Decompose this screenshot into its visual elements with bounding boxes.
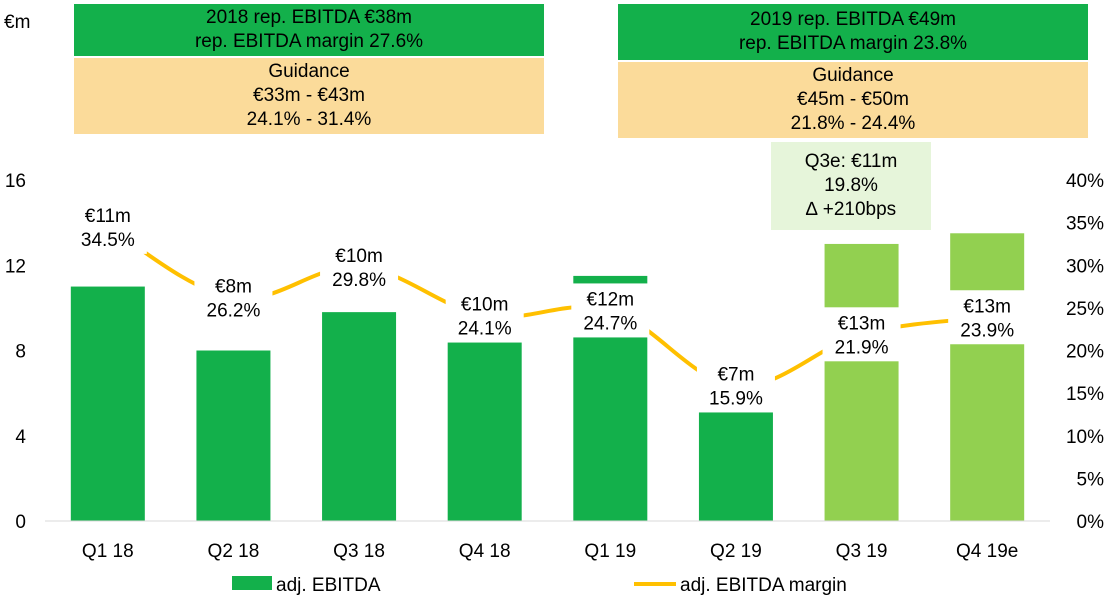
guidance-2018-box: Guidance €33m - €43m 24.1% - 31.4% (74, 58, 544, 134)
bar-q4-19e (950, 233, 1025, 521)
legend-bar-label: adj. EBITDA (276, 575, 381, 596)
category-label: Q3 19 (836, 541, 888, 562)
rep-margin-2019-line: rep. EBITDA margin 23.8% (738, 33, 968, 54)
right-axis-tick-label: 0% (1077, 512, 1105, 533)
margin-value-label: 15.9% (709, 388, 763, 409)
legend-line-label: adj. EBITDA margin (680, 575, 847, 596)
margin-value-label: 21.9% (835, 337, 889, 358)
guidance-2018-margin: 24.1% - 31.4% (246, 109, 372, 130)
q3e-delta-line: ∆ +210bps (805, 199, 897, 220)
bar-value-label: €13m (963, 296, 1011, 317)
unit-label: €m (4, 12, 31, 33)
margin-value-label: 26.2% (207, 301, 261, 322)
right-axis-tick-label: 35% (1066, 214, 1104, 235)
rep-ebitda-2018-box: 2018 rep. EBITDA €38m rep. EBITDA margin… (74, 4, 544, 56)
margin-value-label: 24.1% (458, 319, 512, 340)
category-label: Q3 18 (333, 541, 385, 562)
left-axis-tick-label: 16 (5, 171, 26, 192)
guidance-2019-title: Guidance (812, 65, 894, 86)
right-axis-tick-label: 20% (1066, 342, 1104, 363)
q3e-margin-line: 19.8% (824, 175, 878, 196)
category-label: Q1 19 (584, 541, 636, 562)
data-label-box (68, 199, 147, 254)
right-axis-tick-label: 5% (1077, 469, 1105, 490)
bar-value-label: €10m (461, 295, 509, 316)
category-label: Q2 19 (710, 541, 762, 562)
q3e-ebitda-line: Q3e: €11m (804, 151, 898, 172)
guidance-2019-margin: 21.8% - 24.4% (790, 113, 916, 134)
margin-value-label: 23.9% (960, 320, 1014, 341)
bar-q2-18 (196, 350, 271, 521)
right-axis-tick-label: 30% (1066, 256, 1104, 277)
margin-value-label: 29.8% (332, 270, 386, 291)
data-label-box (320, 239, 399, 294)
right-axis-tick-label: 15% (1066, 384, 1104, 405)
category-label: Q4 18 (459, 541, 511, 562)
guidance-2018-range: €33m - €43m (253, 85, 365, 106)
bar-value-label: €12m (587, 289, 635, 310)
guidance-2018-title: Guidance (268, 61, 350, 82)
bar-q3-18 (322, 312, 397, 521)
data-label-box (571, 283, 650, 338)
data-label-box (948, 290, 1027, 345)
guidance-2019-range: €45m - €50m (797, 89, 909, 110)
bar-value-label: €11m (85, 206, 131, 227)
left-axis-tick-label: 12 (5, 256, 26, 277)
bar-q3-19 (824, 243, 899, 521)
rep-ebitda-2018-line: 2018 rep. EBITDA €38m (206, 7, 412, 28)
bar-value-label: €8m (215, 277, 252, 298)
data-label-box (696, 358, 775, 413)
right-axis-tick-label: 25% (1066, 299, 1104, 320)
margin-value-label: 24.7% (583, 313, 637, 334)
right-axis-tick-label: 40% (1066, 171, 1104, 192)
data-label-box (822, 307, 901, 362)
rep-margin-2018-line: rep. EBITDA margin 27.6% (194, 31, 424, 52)
data-label-box (194, 270, 273, 325)
bar-q1-18 (70, 286, 145, 521)
category-label: Q4 19e (956, 541, 1018, 562)
legend-bar-swatch (232, 576, 272, 590)
category-label: Q1 18 (82, 541, 134, 562)
left-axis-tick-label: 4 (15, 427, 26, 448)
rep-ebitda-2019-box: 2019 rep. EBITDA €49m rep. EBITDA margin… (618, 4, 1088, 60)
margin-value-label: 34.5% (81, 230, 135, 251)
rep-ebitda-2019-line: 2019 rep. EBITDA €49m (750, 9, 956, 30)
bar-value-label: €13m (838, 313, 886, 334)
data-label-box (445, 288, 524, 343)
left-axis-tick-label: 0 (15, 512, 26, 533)
guidance-2019-box: Guidance €45m - €50m 21.8% - 24.4% (618, 62, 1088, 138)
left-axis-tick-label: 8 (15, 342, 26, 363)
category-label: Q2 18 (208, 541, 260, 562)
q3e-estimate-box: Q3e: €11m 19.8% ∆ +210bps (771, 142, 931, 230)
bar-value-label: €7m (717, 364, 754, 385)
right-axis-tick-label: 10% (1066, 427, 1104, 448)
bar-value-label: €10m (335, 246, 383, 267)
